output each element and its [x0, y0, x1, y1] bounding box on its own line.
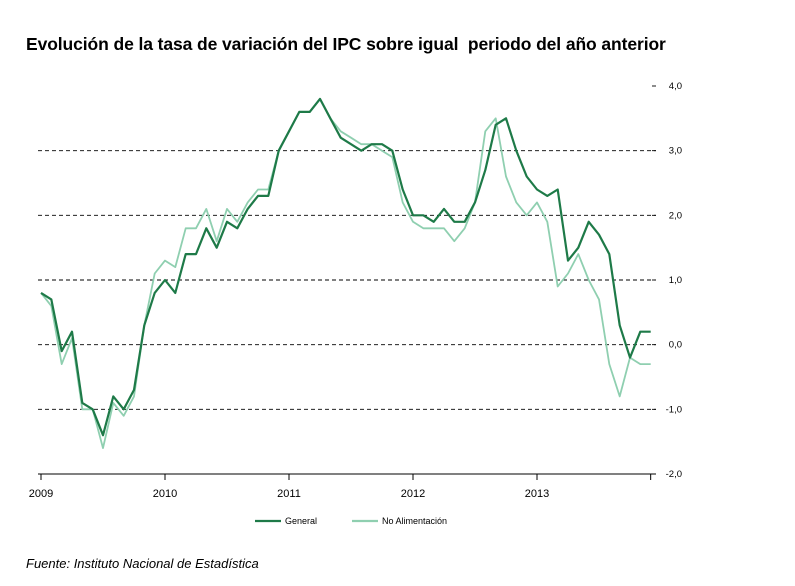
- series-lines: [40, 97, 651, 450]
- y-tick-label: 4,0: [669, 81, 682, 92]
- y-tick-label: -1,0: [666, 404, 682, 415]
- y-tick-label: 1,0: [669, 275, 682, 286]
- legend-label: General: [285, 516, 317, 526]
- x-tick-label: 2012: [401, 488, 425, 500]
- x-tick-label: 2013: [525, 488, 549, 500]
- x-tick-label: 2010: [153, 488, 177, 500]
- chart-title: Evolución de la tasa de variación del IP…: [26, 34, 666, 54]
- series-line-general: [40, 97, 651, 437]
- x-tick-label: 2011: [277, 488, 301, 500]
- y-axis-tick-labels: 4,0 3,0 2,0 1,0 0,0 -1,0 -2,0: [652, 81, 682, 480]
- source-note: Fuente: Instituto Nacional de Estadístic…: [26, 556, 259, 571]
- x-axis: 2009 2010 2011 2012 2013: [29, 473, 656, 500]
- x-tick-label: 2009: [29, 488, 53, 500]
- legend-label: No Alimentación: [382, 516, 447, 526]
- y-tick-label: 2,0: [669, 210, 682, 221]
- y-tick-label: 3,0: [669, 146, 682, 157]
- y-tick-label: -2,0: [666, 469, 682, 480]
- y-tick-label: 0,0: [669, 340, 682, 351]
- series-line-no-alimentaci-n: [40, 98, 651, 450]
- legend: General No Alimentación: [255, 516, 447, 526]
- gridlines: [38, 150, 656, 410]
